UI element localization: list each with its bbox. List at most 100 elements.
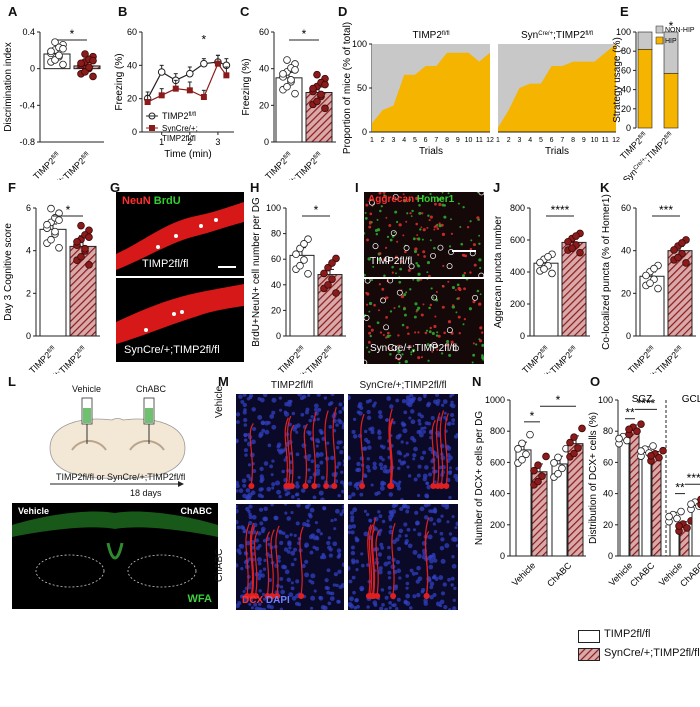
data-point [55,216,63,224]
nucleus [290,586,295,591]
nucleus [396,450,402,455]
nucleus [264,429,270,435]
punctum [438,222,441,225]
nucleus [425,481,429,485]
y-axis-label: Proportion of mice (% of total) [342,22,353,154]
nucleus [440,455,446,461]
x-tick-label: 6 [424,137,428,144]
nucleus [271,459,275,463]
punctum [472,353,476,357]
nucleus [440,514,444,518]
punctum [393,306,396,310]
x-tick-label: 9 [582,137,586,144]
nucleus [348,456,351,461]
nucleus [242,483,247,488]
nucleus [374,491,379,496]
nucleus [297,394,303,397]
chart-k-colocalized: 0 20 40 60 Co-localized puncta (% of Homer1)… [601,194,696,374]
nucleus [379,542,384,547]
y-tick-label: 60 [259,27,269,37]
punctum [382,333,385,337]
nucleus [417,418,422,423]
nucleus [405,509,410,514]
panel-label-i: I [355,180,359,195]
nucleus [293,547,298,552]
nucleus [408,399,414,405]
data-point [540,265,548,273]
punctum [478,258,482,262]
nucleus [350,515,355,520]
punctum [480,331,484,334]
punctum [429,326,432,330]
nucleus [307,479,312,484]
y-tick-label: 0 [26,331,31,341]
nucleus [343,399,344,404]
punctum [368,220,372,224]
punctum [425,329,428,332]
punctum [434,315,437,318]
nucleus [396,568,402,574]
punctum [367,340,371,344]
nucleus [412,594,417,599]
y-tick-label: 2 [26,288,31,298]
nucleus [236,439,239,444]
data-point [518,439,526,448]
y-tick-label: 20 [127,94,137,104]
punctum [455,311,458,314]
dcx-soma [331,483,338,489]
nucleus [249,598,254,602]
nucleus [243,417,248,423]
data-point [283,82,291,91]
nucleus [309,475,313,480]
nucleus [308,514,313,519]
data-point [59,60,67,69]
punctum [378,252,382,255]
panel-label-m: M [218,374,229,389]
nucleus [238,551,242,555]
data-point [77,59,85,68]
y-tick-label: 60 [127,27,137,37]
nucleus [449,412,455,418]
punctum [415,222,419,226]
colocalized-marker [390,230,397,237]
punctum [426,343,430,347]
punctum [463,318,466,321]
nucleus [383,464,388,470]
nucleus [354,597,359,603]
punctum [423,255,426,258]
nucleus [248,602,252,606]
dcx-dendrite [265,531,271,595]
nucleus [418,432,424,438]
data-point [291,89,299,98]
nucleus [388,514,394,520]
micrograph-m-ctrl-chabc: DCX DAPI [236,504,344,610]
y-tick-label: 0 [132,127,137,137]
section-label: SGZ [632,394,653,405]
data-point [59,44,67,53]
nucleus [377,410,383,415]
nucleus [322,506,327,511]
plot-title: TIMP2fl/fl [412,30,449,41]
punctum [415,262,418,265]
nucleus [388,606,392,610]
punctum [463,287,466,291]
punctum [409,344,412,348]
dcx-dendrite [360,413,365,485]
punctum [441,305,445,309]
data-point [317,90,325,99]
nucleus [337,461,342,466]
column-label-m-right: SynCre/+;TIMP2fl/fl [359,380,447,391]
nucleus [251,439,256,445]
punctum [366,346,369,349]
nucleus [248,512,252,517]
nucleus [304,559,309,564]
nucleus [326,441,330,445]
nucleus [389,404,394,409]
nucleus [447,577,451,582]
y-tick-label: 20 [621,288,631,298]
data-point [682,259,690,267]
x-tick-label: 5 [413,137,417,144]
data-point [548,269,556,278]
y-tick-label: 20 [271,305,281,315]
data-point [673,514,681,523]
